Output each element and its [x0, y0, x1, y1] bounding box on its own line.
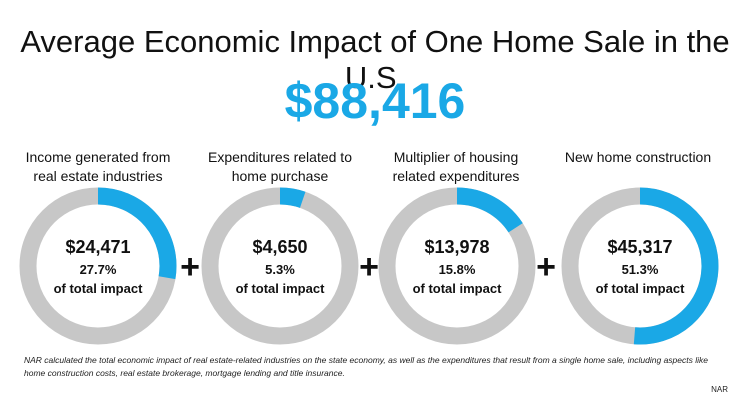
slice-value-label: $24,471: [65, 237, 130, 257]
slice-percent-label: 27.7%: [80, 262, 117, 277]
donut-slice-multiplier: [456, 187, 523, 233]
slice-percent-label: 15.8%: [439, 262, 476, 277]
slice-value-label: $13,978: [424, 237, 489, 257]
footnote: NAR calculated the total economic impact…: [24, 355, 708, 378]
slice-sublabel: of total impact: [54, 281, 144, 296]
category-label-multiplier: Multiplier of housing related expenditur…: [392, 149, 520, 184]
slice-sublabel: of total impact: [596, 281, 686, 296]
slice-percent-label: 51.3%: [622, 262, 659, 277]
donut-multiplier: $13,978 15.8% of total impact: [378, 187, 536, 345]
category-label-expenditures: Expenditures related to home purchase: [208, 149, 352, 184]
plus-sign: +: [536, 248, 556, 286]
donut-slice-new-construction: [633, 187, 719, 345]
source-label: NAR: [711, 385, 728, 394]
donut-slice-income: [97, 187, 177, 280]
total-impact-value: $88,416: [284, 73, 466, 129]
donut-slice-expenditures: [279, 187, 306, 208]
plus-sign: +: [359, 248, 379, 286]
slice-sublabel: of total impact: [236, 281, 326, 296]
slice-percent-label: 5.3%: [265, 262, 295, 277]
donut-income: $24,471 27.7% of total impact: [19, 187, 177, 345]
category-label-income: Income generated from real estate indust…: [25, 149, 171, 184]
slice-value-label: $4,650: [252, 237, 307, 257]
slice-value-label: $45,317: [607, 237, 672, 257]
category-label-new-construction: New home construction: [564, 149, 712, 165]
slice-sublabel: of total impact: [413, 281, 503, 296]
plus-sign: +: [180, 248, 200, 286]
donut-new-construction: $45,317 51.3% of total impact: [561, 187, 719, 345]
chart-title: Average Economic Impact of One Home Sale…: [20, 24, 730, 95]
donut-expenditures: $4,650 5.3% of total impact: [201, 187, 359, 345]
